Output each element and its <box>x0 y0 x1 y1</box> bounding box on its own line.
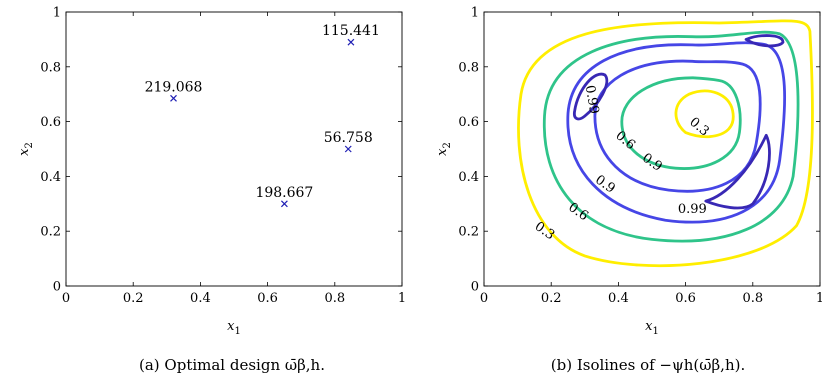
a-axes-frame <box>65 11 403 287</box>
a-xtick-label: 0.6 <box>257 291 278 306</box>
b-xaxis-label: x1 <box>645 319 659 337</box>
design-point-marker <box>344 145 352 153</box>
caption-b-text: (b) Isolines of −ψh(ω̄β,h). <box>550 356 746 374</box>
b-xtick-label: 0.8 <box>742 291 763 306</box>
design-point-label: 56.758 <box>324 130 373 146</box>
a-ytick-label: 0.2 <box>40 225 61 240</box>
b-ytick-label: 1 <box>471 6 479 21</box>
design-point-label: 219.068 <box>145 79 203 95</box>
a-xtick-label: 0.4 <box>190 291 211 306</box>
b-xtick-label: 0.4 <box>608 291 629 306</box>
isoline-0-99 <box>572 72 609 121</box>
a-xtick-label: 0.8 <box>324 291 345 306</box>
design-point-label: 115.441 <box>322 23 380 39</box>
isoline-0-3 <box>674 89 735 139</box>
a-ytick-label: 0 <box>53 280 61 295</box>
isoline-label: 0.6 <box>565 200 591 224</box>
isoline-0-6 <box>542 30 800 243</box>
a-xtick-label: 0.2 <box>123 291 144 306</box>
b-xtick-label: 0 <box>480 291 488 306</box>
b-ytick-label: 0.2 <box>458 225 479 240</box>
design-point-marker <box>347 38 355 46</box>
isoline-label: 0.9 <box>639 151 665 175</box>
isoline-0-9 <box>593 59 762 193</box>
panel-b-isolines: 0 0.2 0.4 0.6 0.8 1 0 0.2 0.4 0.6 0.8 1 x1 x2 0.99 0.3 0… <box>435 6 822 338</box>
a-xtick-label: 0 <box>62 291 70 306</box>
isoline-0-99 <box>744 34 785 48</box>
b-xtick-label: 0.6 <box>675 291 696 306</box>
figure-canvas: 0 0.2 0.4 0.6 0.8 1 0 0.2 0.4 0.6 0.8 1 x1 x2 219.068 1… <box>17 6 822 338</box>
b-ytick-label: 0.4 <box>458 170 479 185</box>
a-xaxis-label: x1 <box>227 319 241 337</box>
b-xtick-label: 1 <box>816 291 822 306</box>
design-point-label: 198.667 <box>255 185 313 201</box>
a-ytick-label: 0.8 <box>40 60 61 75</box>
design-point-marker <box>170 94 177 102</box>
isoline-label: 0.99 <box>678 202 707 217</box>
caption-a-text: (a) Optimal design ω̄β,h. <box>139 356 325 374</box>
a-ytick-label: 0.6 <box>40 115 61 130</box>
a-ytick-label: 1 <box>53 6 61 21</box>
b-xtick-label: 0.2 <box>541 291 562 306</box>
b-axes-frame <box>483 11 821 287</box>
a-yaxis-label: x2 <box>17 142 35 156</box>
isoline-label: 0.99 <box>582 84 602 115</box>
caption-b: (b) Isolines of −ψh(ω̄β,h). <box>478 356 818 374</box>
b-ytick-label: 0.8 <box>458 60 479 75</box>
b-ytick-label: 0.6 <box>458 115 479 130</box>
design-point-marker <box>280 200 288 208</box>
isoline-0-99 <box>704 133 771 210</box>
b-yaxis-label: x2 <box>435 142 453 156</box>
isoline-0-3 <box>517 19 814 268</box>
panel-a-optimal-design: 0 0.2 0.4 0.6 0.8 1 0 0.2 0.4 0.6 0.8 1 x1 x2 219.068 1… <box>17 6 406 338</box>
a-xtick-label: 1 <box>398 291 406 306</box>
isoline-label: 0.9 <box>592 173 618 197</box>
b-ytick-label: 0 <box>471 280 479 295</box>
isoline-label: 0.3 <box>532 219 558 243</box>
isoline-0-6 <box>620 76 742 170</box>
a-ytick-label: 0.4 <box>40 170 61 185</box>
caption-a: (a) Optimal design ω̄β,h. <box>62 356 402 374</box>
